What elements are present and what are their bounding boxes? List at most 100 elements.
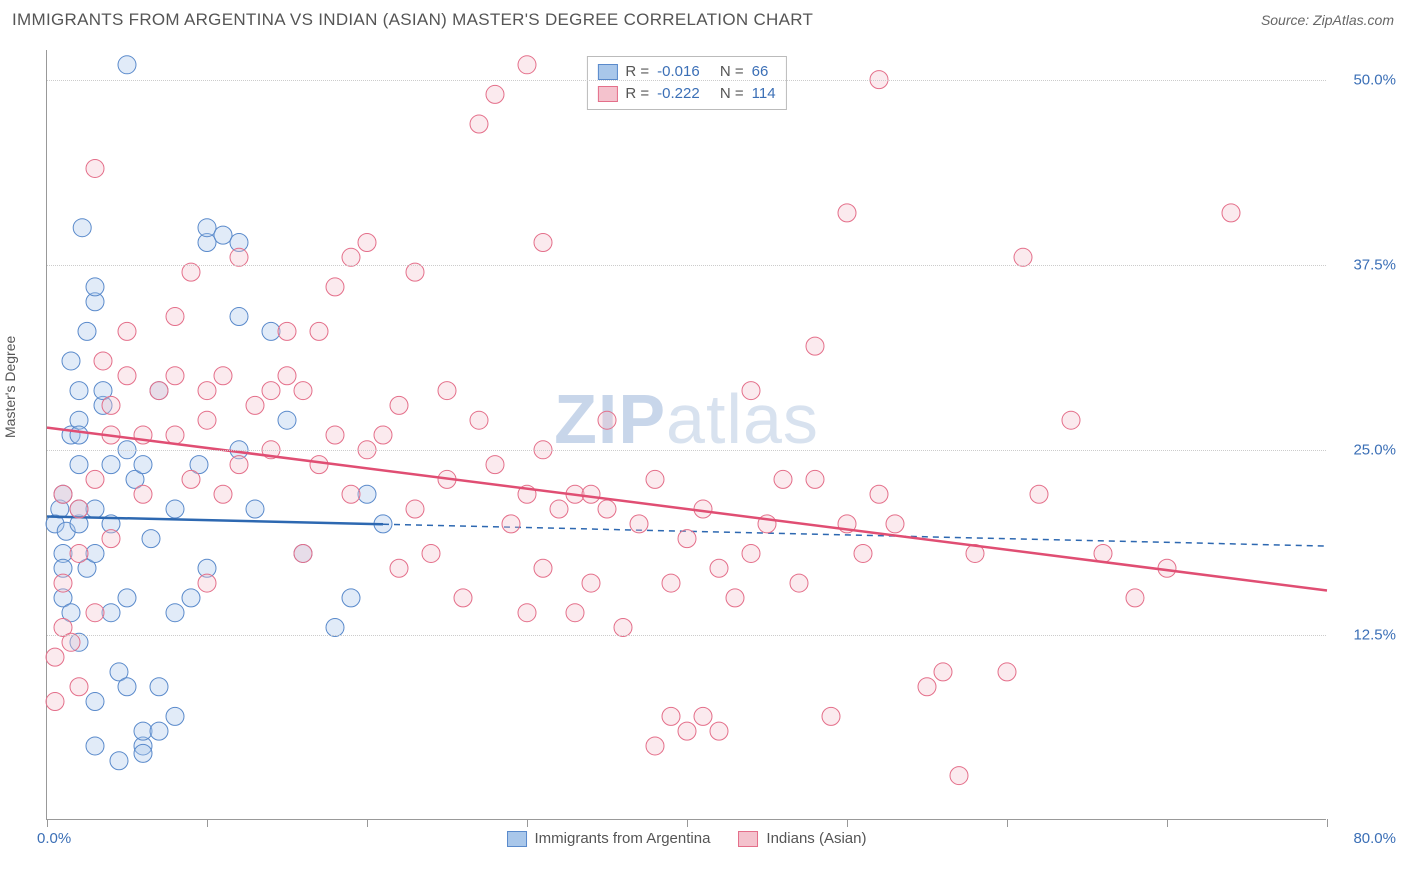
data-point bbox=[998, 663, 1016, 681]
data-point bbox=[390, 559, 408, 577]
legend-row-series-1: R = -0.222 N = 114 bbox=[597, 83, 775, 105]
data-point bbox=[742, 382, 760, 400]
x-tick bbox=[367, 819, 368, 827]
grid-line bbox=[47, 265, 1326, 266]
data-point bbox=[214, 485, 232, 503]
data-point bbox=[118, 589, 136, 607]
data-point bbox=[806, 337, 824, 355]
data-point bbox=[710, 559, 728, 577]
data-point bbox=[310, 456, 328, 474]
x-tick bbox=[1167, 819, 1168, 827]
data-point bbox=[118, 367, 136, 385]
data-point bbox=[406, 263, 424, 281]
swatch-bottom-1 bbox=[738, 831, 758, 847]
data-point bbox=[46, 693, 64, 711]
data-point bbox=[230, 308, 248, 326]
data-point bbox=[166, 367, 184, 385]
data-point bbox=[182, 470, 200, 488]
data-point bbox=[358, 234, 376, 252]
data-point bbox=[630, 515, 648, 533]
data-point bbox=[1014, 248, 1032, 266]
y-tick-label: 12.5% bbox=[1336, 626, 1396, 643]
data-point bbox=[166, 604, 184, 622]
data-point bbox=[62, 633, 80, 651]
data-point bbox=[198, 574, 216, 592]
data-point bbox=[854, 544, 872, 562]
data-point bbox=[1030, 485, 1048, 503]
data-point bbox=[614, 619, 632, 637]
data-point bbox=[358, 485, 376, 503]
swatch-series-1 bbox=[597, 86, 617, 102]
data-point bbox=[102, 456, 120, 474]
chart-plot-area: ZIPatlas R = -0.016 N = 66 R = -0.222 N … bbox=[46, 50, 1326, 820]
data-point bbox=[70, 382, 88, 400]
data-point bbox=[86, 159, 104, 177]
data-point bbox=[646, 470, 664, 488]
y-axis-label: Master's Degree bbox=[2, 336, 18, 438]
swatch-bottom-0 bbox=[507, 831, 527, 847]
data-point bbox=[1222, 204, 1240, 222]
data-point bbox=[486, 456, 504, 474]
data-point bbox=[182, 589, 200, 607]
data-point bbox=[150, 382, 168, 400]
scatter-plot-svg bbox=[47, 50, 1326, 819]
data-point bbox=[454, 589, 472, 607]
data-point bbox=[534, 234, 552, 252]
data-point bbox=[110, 752, 128, 770]
source-value: ZipAtlas.com bbox=[1313, 12, 1394, 28]
legend-correlation-box: R = -0.016 N = 66 R = -0.222 N = 114 bbox=[586, 56, 786, 110]
data-point bbox=[646, 737, 664, 755]
data-point bbox=[518, 604, 536, 622]
data-point bbox=[102, 396, 120, 414]
data-point bbox=[246, 500, 264, 518]
trend-line-solid bbox=[47, 428, 1327, 591]
data-point bbox=[70, 678, 88, 696]
grid-line bbox=[47, 80, 1326, 81]
data-point bbox=[86, 604, 104, 622]
data-point bbox=[54, 574, 72, 592]
source-attribution: Source: ZipAtlas.com bbox=[1261, 12, 1394, 28]
data-point bbox=[838, 204, 856, 222]
data-point bbox=[326, 619, 344, 637]
data-point bbox=[502, 515, 520, 533]
data-point bbox=[470, 115, 488, 133]
data-point bbox=[262, 322, 280, 340]
data-point bbox=[422, 544, 440, 562]
data-point bbox=[550, 500, 568, 518]
data-point bbox=[198, 219, 216, 237]
data-point bbox=[166, 500, 184, 518]
data-point bbox=[118, 678, 136, 696]
data-point bbox=[566, 604, 584, 622]
data-point bbox=[198, 411, 216, 429]
x-tick bbox=[527, 819, 528, 827]
data-point bbox=[70, 426, 88, 444]
data-point bbox=[518, 56, 536, 74]
y-tick-label: 25.0% bbox=[1336, 441, 1396, 458]
data-point bbox=[86, 470, 104, 488]
legend-item-0: Immigrants from Argentina bbox=[507, 830, 711, 847]
data-point bbox=[534, 559, 552, 577]
title-bar: IMMIGRANTS FROM ARGENTINA VS INDIAN (ASI… bbox=[0, 0, 1406, 40]
data-point bbox=[46, 648, 64, 666]
data-point bbox=[86, 500, 104, 518]
data-point bbox=[950, 767, 968, 785]
data-point bbox=[102, 604, 120, 622]
data-point bbox=[662, 707, 680, 725]
y-tick-label: 37.5% bbox=[1336, 256, 1396, 273]
data-point bbox=[1094, 544, 1112, 562]
data-point bbox=[374, 426, 392, 444]
data-point bbox=[278, 367, 296, 385]
data-point bbox=[86, 737, 104, 755]
data-point bbox=[230, 248, 248, 266]
data-point bbox=[278, 322, 296, 340]
data-point bbox=[86, 693, 104, 711]
legend-label-1: Indians (Asian) bbox=[766, 830, 866, 847]
data-point bbox=[166, 426, 184, 444]
data-point bbox=[710, 722, 728, 740]
data-point bbox=[134, 744, 152, 762]
data-point bbox=[1062, 411, 1080, 429]
x-tick bbox=[47, 819, 48, 827]
data-point bbox=[262, 382, 280, 400]
data-point bbox=[214, 367, 232, 385]
data-point bbox=[742, 544, 760, 562]
